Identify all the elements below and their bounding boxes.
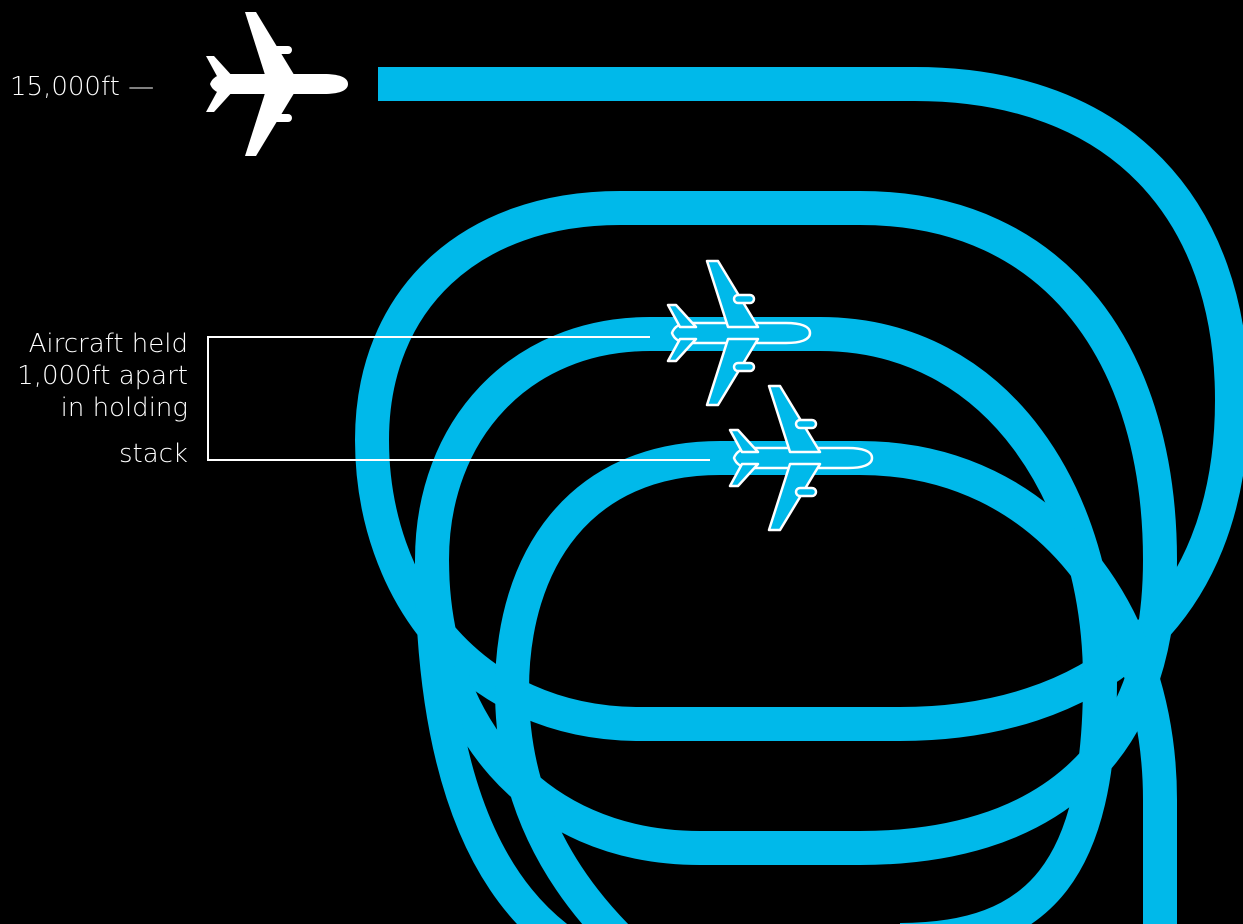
holding-track-lowest-inner [495,441,860,924]
annotation-bracket [207,336,710,461]
annotation-text: Aircraft held 1,000ft apart in holding s… [17,329,188,469]
entry-track [355,67,1243,741]
airplane-outline-icon [666,259,812,407]
altitude-label: 15,000ft — [10,72,154,102]
annotation-line: Aircraft held [29,329,188,359]
holding-track-upper [415,191,1177,865]
annotation-line: 1,000ft apart [17,361,188,391]
holding-track-lower [819,317,1117,924]
bracket-line [207,336,710,461]
airplane-outline-icon [728,384,874,532]
holding-track-descent [415,559,568,924]
annotation-line: in holding [61,393,188,423]
holding-track-lowest [859,441,1177,924]
holding-pattern-tracks [355,67,1243,924]
airplane-solid-icon [206,12,348,156]
annotation-line: stack [119,439,188,469]
